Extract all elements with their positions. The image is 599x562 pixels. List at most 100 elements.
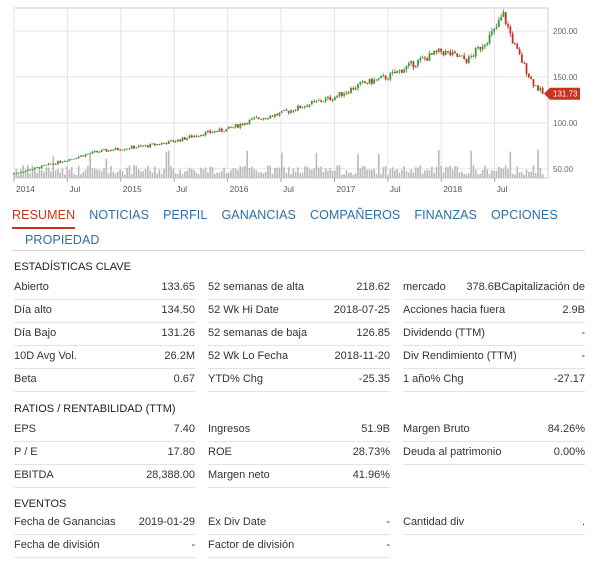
volume-bar — [518, 172, 521, 178]
volume-bar — [43, 172, 45, 178]
volume-bar — [359, 168, 362, 178]
candle-body — [56, 160, 59, 165]
candle-body — [398, 69, 401, 71]
tab-finanzas[interactable]: FINANZAS — [414, 208, 477, 222]
ratios-row: Margen neto 41.96% — [208, 465, 390, 487]
candle-body — [234, 124, 237, 128]
stat-label: Cantidad div — [403, 516, 465, 528]
candle-body — [352, 88, 355, 90]
tab-propiedad[interactable]: PROPIEDAD — [25, 233, 100, 247]
key_stats-row: 52 Wk Lo Fecha 2018-11-20 — [208, 346, 390, 368]
volume-bar — [133, 165, 135, 178]
candle-body — [364, 81, 366, 84]
stat-label: EPS — [14, 423, 37, 435]
candle-body — [237, 124, 239, 128]
volume-bar — [20, 169, 22, 178]
volume-bar — [500, 167, 502, 178]
volume-bar — [368, 169, 371, 178]
volume-bar — [447, 167, 449, 178]
stat-label: P / E — [14, 446, 38, 458]
volume-bar — [373, 168, 375, 178]
candle-body — [470, 56, 472, 57]
volume-bar — [297, 167, 299, 178]
candle-body — [507, 24, 509, 27]
volume-bar — [255, 170, 258, 178]
tab-resumen[interactable]: RESUMEN — [12, 204, 76, 229]
candle-body — [75, 158, 78, 160]
volume-bar — [387, 174, 389, 178]
volume-bar — [195, 172, 198, 178]
tab-compañeros[interactable]: COMPAÑEROS — [309, 208, 401, 222]
volume-bar — [170, 165, 172, 178]
y-tick-label: 50.00 — [553, 165, 574, 174]
volume-bar — [61, 168, 64, 178]
row-divider — [14, 391, 195, 392]
volume-bar — [377, 154, 380, 178]
volume-bar — [396, 169, 399, 178]
stat-value: . — [581, 516, 585, 528]
stat-value: 126.85 — [356, 327, 390, 339]
ratios-row: EPS 7.40 — [14, 419, 195, 441]
candle-body — [61, 161, 64, 163]
candle-body — [340, 92, 343, 96]
price-chart[interactable]: 200.00 150.00 100.00 50.00 2014 Jul 2015 Jul 201… — [0, 0, 599, 200]
volume-bar — [428, 170, 431, 178]
volume-bar — [188, 167, 191, 178]
events-row: Fecha de Ganancias 2019-01-29 — [14, 512, 195, 534]
volume-bar — [292, 168, 295, 178]
candle-body — [400, 69, 403, 73]
candle-body — [130, 145, 133, 149]
candle-body — [243, 123, 246, 126]
candle-body — [292, 110, 295, 112]
stat-label: Día Bajo — [14, 327, 57, 339]
candle-body — [306, 106, 309, 108]
key_stats-row: Día alto 134.50 — [14, 300, 195, 322]
candle-body — [38, 167, 41, 169]
volume-bar — [336, 165, 338, 178]
candle-body — [179, 139, 182, 142]
volume-bar — [225, 173, 228, 178]
tab-noticias[interactable]: NOTICIAS — [89, 208, 150, 222]
last-price-label: 131.73 — [553, 90, 578, 99]
volume-bar — [294, 171, 297, 178]
volume-bar — [287, 166, 290, 178]
row-divider — [403, 299, 585, 300]
volume-bar — [424, 170, 426, 178]
candle-body — [456, 53, 459, 57]
candle-body — [359, 81, 362, 85]
ratios-row: Margen Bruto 84.26% — [403, 419, 585, 441]
candle-body — [264, 118, 267, 119]
volume-bar — [350, 172, 352, 178]
candle-body — [527, 73, 530, 78]
tab-perfil[interactable]: PERFIL — [163, 208, 208, 222]
volume-bar — [347, 172, 350, 178]
candle-body — [412, 61, 415, 68]
volume-bar — [103, 168, 105, 178]
tab-ganancias[interactable]: GANANCIAS — [221, 208, 296, 222]
stat-label: YTD% Chg — [208, 373, 264, 385]
volume-bar — [142, 171, 145, 178]
volume-bar — [29, 173, 31, 178]
candle-body — [96, 150, 99, 153]
key_stats-row: Abierto 133.65 — [14, 277, 195, 299]
candle-body — [33, 167, 36, 170]
candle-body — [43, 165, 45, 167]
candle-body — [497, 20, 500, 27]
row-divider — [208, 441, 390, 442]
row-divider — [403, 368, 585, 369]
ratios-row: P / E 17.80 — [14, 442, 195, 464]
candle-body — [539, 88, 542, 91]
tab-opciones[interactable]: OPCIONES — [490, 208, 558, 222]
candle-body — [514, 43, 516, 44]
candle-body — [331, 99, 334, 101]
candle-body — [428, 53, 431, 61]
row-divider — [208, 299, 390, 300]
events-row: Factor de división - — [208, 535, 390, 557]
volume-bar — [299, 173, 302, 178]
volume-bar — [534, 172, 537, 178]
stat-label: Beta — [14, 373, 37, 385]
stat-label: Ex Div Date — [208, 516, 267, 528]
volume-bar — [17, 174, 20, 178]
stat-value: 84.26% — [547, 423, 585, 435]
candle-body — [350, 88, 352, 94]
